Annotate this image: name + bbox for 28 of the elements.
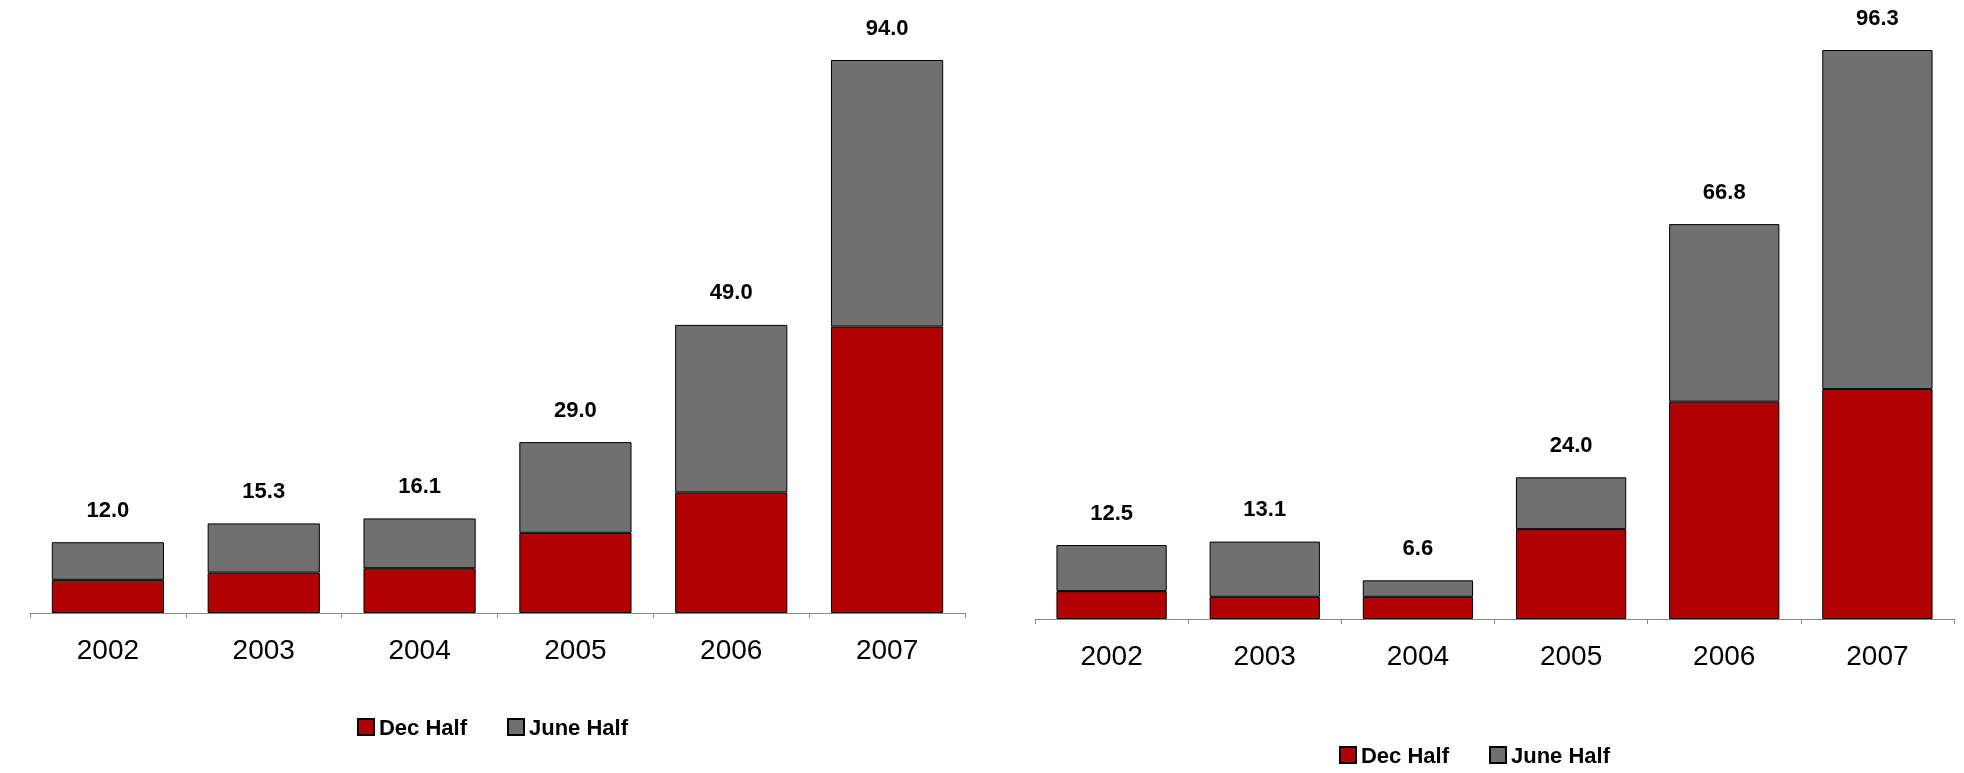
- x-tick-label: 2003: [232, 633, 295, 665]
- x-tick-label: 2002: [76, 633, 140, 665]
- x-tick-label: 2002: [1080, 639, 1143, 671]
- legend-label: June Half: [529, 714, 629, 740]
- x-tick-label: 2005: [544, 633, 607, 665]
- x-tick-label: 2007: [1846, 639, 1909, 671]
- annotation: 15.3: [242, 477, 286, 503]
- annotation: 13.1: [1243, 496, 1287, 522]
- x-tick-label: 2007: [855, 633, 919, 665]
- x-tick-label: 2006: [700, 633, 763, 665]
- annotation: 6.6: [1402, 534, 1434, 560]
- annotation: 96.3: [1856, 4, 1899, 30]
- annotation: 12.0: [86, 496, 130, 522]
- x-tick-label: 2004: [388, 633, 451, 665]
- legend-label: Dec Half: [1360, 742, 1450, 768]
- legend-label: June Half: [1511, 742, 1611, 768]
- x-tick-label: 2003: [1233, 639, 1296, 671]
- x-tick-label: 2006: [1693, 639, 1756, 671]
- annotation: 12.5: [1090, 499, 1133, 525]
- x-tick-label: 2004: [1386, 639, 1450, 671]
- x-tick-label: 2005: [1539, 639, 1603, 671]
- annotation: 66.8: [1702, 178, 1746, 204]
- legend-label: Dec Half: [378, 714, 468, 740]
- annotation: 29.0: [554, 396, 597, 422]
- annotation: 94.0: [865, 14, 909, 40]
- annotation: 24.0: [1549, 431, 1593, 457]
- annotation: 49.0: [709, 279, 753, 305]
- annotation: 16.1: [398, 472, 441, 498]
